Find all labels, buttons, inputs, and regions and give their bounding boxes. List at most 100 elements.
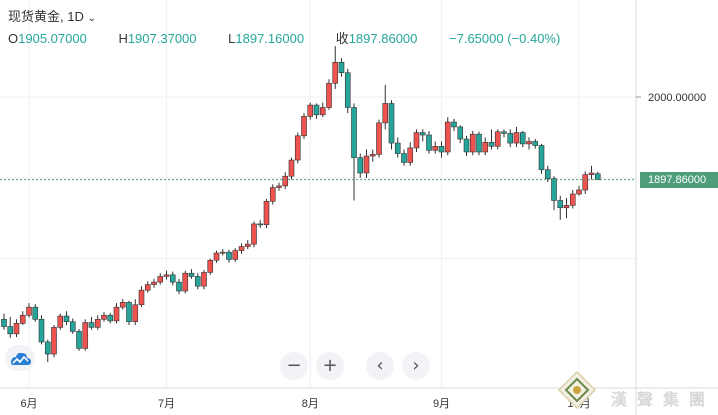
symbol-name: 现货黄金, (8, 9, 64, 24)
candle-body (426, 134, 432, 151)
candle-body (57, 315, 64, 328)
candle-body (138, 289, 145, 306)
candle-body (419, 132, 426, 136)
candle-body (163, 274, 170, 277)
close-label: 收 (335, 31, 349, 46)
x-tick-label: 6月 (20, 398, 37, 410)
symbol-title[interactable]: 现货黄金, 1D ⌄ (8, 6, 96, 25)
candle-body (563, 205, 570, 209)
candle-body (369, 154, 376, 157)
open-label: O (8, 31, 19, 46)
candle-body (582, 174, 589, 191)
candle-body (357, 157, 364, 174)
high-value: 1907.37000 (127, 31, 197, 46)
candle-body (32, 306, 39, 320)
chevron-down-icon[interactable]: ⌄ (87, 13, 96, 24)
candle-body (588, 172, 595, 175)
candle-body (26, 306, 32, 316)
close-value: 1897.86000 (348, 31, 418, 46)
watermark-text: 漢聲集團 (611, 390, 716, 409)
x-tick-label: 7月 (158, 398, 175, 410)
candle-body (394, 142, 401, 154)
candle-body (119, 302, 126, 308)
change-value: −7.65000 (−0.40%) (449, 31, 561, 46)
interval-label: 1D (67, 9, 84, 24)
candle-body (188, 272, 195, 277)
candle-body (7, 326, 14, 335)
low-label: L (228, 31, 236, 46)
candle-body (569, 193, 576, 206)
candle-body (69, 321, 76, 332)
candle-body (513, 132, 520, 144)
zoom-out-button[interactable]: − (280, 352, 308, 380)
candle-body (282, 175, 289, 187)
candle-body (257, 223, 264, 226)
candle-body (294, 135, 301, 161)
candle-body (182, 272, 189, 292)
candle-body (51, 327, 57, 355)
candle-body (307, 104, 314, 117)
candle-body (376, 122, 382, 155)
candle-body (19, 314, 26, 324)
candle-body (44, 341, 51, 355)
candle-body (576, 189, 582, 195)
y-tick-label: 2000.00000 (648, 92, 706, 104)
candle-body (469, 133, 476, 153)
candle-body (288, 159, 295, 177)
x-tick-label: 8月 (302, 398, 319, 410)
candle-body (476, 133, 482, 153)
candle-body (326, 82, 332, 108)
candle-body (538, 145, 545, 171)
candle-body (226, 251, 232, 260)
candle-body (338, 61, 345, 74)
zoom-in-button[interactable]: + (316, 352, 344, 380)
candle-body (76, 331, 82, 349)
candle-body (94, 318, 101, 328)
candle-body (82, 322, 89, 349)
candle-body (382, 103, 389, 124)
candle-body (594, 173, 601, 180)
candle-body (144, 284, 151, 291)
candle-body (526, 141, 532, 145)
candle-body (101, 314, 107, 320)
candle-body (169, 274, 176, 283)
candle-body (351, 107, 357, 158)
candle-body (444, 121, 451, 153)
candle-body (132, 304, 139, 323)
candle-body (407, 147, 414, 163)
candle-body (544, 169, 551, 179)
candle-body (219, 251, 226, 254)
candle-body (88, 322, 95, 328)
candle-body (157, 276, 164, 283)
scroll-right-button[interactable]: › (402, 352, 430, 380)
candle-body (113, 306, 120, 322)
candle-body (482, 141, 489, 153)
cloud-logo-icon (11, 352, 31, 365)
candle-body (1, 318, 7, 327)
candle-body (244, 243, 251, 247)
candle-body (494, 131, 501, 147)
candle-body (532, 141, 539, 146)
candle-body (344, 72, 351, 108)
candle-body (276, 185, 282, 188)
ohlc-readout: O1905.07000 H1907.37000 L1897.16000 收189… (8, 28, 574, 47)
candle-body (201, 272, 207, 287)
candle-body (63, 315, 70, 323)
candle-body (557, 200, 564, 209)
candle-body (457, 126, 464, 140)
candle-body (176, 281, 182, 292)
tradingview-logo[interactable] (5, 345, 35, 371)
candle-body (332, 61, 339, 84)
candle-body (232, 250, 239, 260)
candle-body (413, 132, 420, 149)
candle-body (263, 200, 270, 226)
candle-body (38, 318, 45, 343)
candle-body (488, 141, 495, 147)
candle-body (507, 133, 514, 144)
scroll-left-button[interactable]: ‹ (366, 352, 394, 380)
candle-body (501, 131, 507, 134)
candle-body (13, 323, 20, 335)
candle-body (463, 138, 470, 153)
